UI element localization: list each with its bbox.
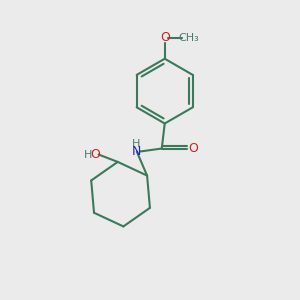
Text: N: N [131,145,141,158]
Text: H: H [84,149,92,160]
Text: O: O [90,148,100,161]
Text: CH₃: CH₃ [178,32,199,43]
Text: H: H [132,139,140,149]
Text: O: O [188,142,198,155]
Text: O: O [160,31,170,44]
